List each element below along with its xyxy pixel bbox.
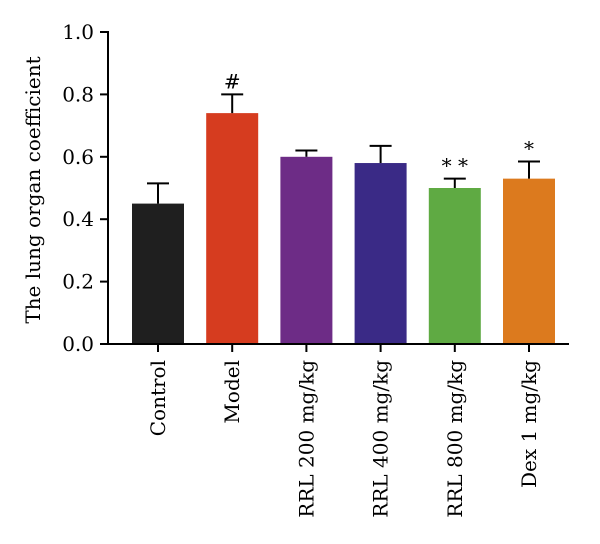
y-tick-label: 0.8 <box>62 82 94 106</box>
x-category-label: Dex 1 mg/kg <box>517 360 541 488</box>
y-tick-label: 0.4 <box>62 207 94 231</box>
x-axis: Control Model RRL 200 mg/kg RRL 400 mg/kg RR… <box>107 343 569 518</box>
bar <box>503 178 555 344</box>
y-tick-label: 1.0 <box>62 20 94 44</box>
bar <box>428 188 481 344</box>
bar <box>132 203 184 344</box>
y-axis-title: The lung organ coefficient <box>21 56 45 323</box>
y-axis: 0.0 0.2 0.4 0.6 0.8 1.0 <box>62 20 109 356</box>
significance-marker: * <box>524 136 534 160</box>
x-category-label: Model <box>220 360 244 424</box>
bars: # * * * <box>132 69 555 345</box>
bar <box>354 163 407 344</box>
y-tick-label: 0.2 <box>62 270 94 294</box>
y-tick-label: 0.6 <box>62 145 94 169</box>
bar <box>280 156 333 344</box>
x-category-label: RRL 800 mg/kg <box>443 360 467 518</box>
x-category-label: Control <box>146 360 170 436</box>
x-category-label: RRL 200 mg/kg <box>294 360 318 518</box>
bar <box>206 113 259 345</box>
significance-marker: * * <box>442 154 468 178</box>
significance-marker: # <box>224 69 241 93</box>
y-tick-label: 0.0 <box>62 332 94 356</box>
x-category-label: RRL 400 mg/kg <box>369 360 393 518</box>
